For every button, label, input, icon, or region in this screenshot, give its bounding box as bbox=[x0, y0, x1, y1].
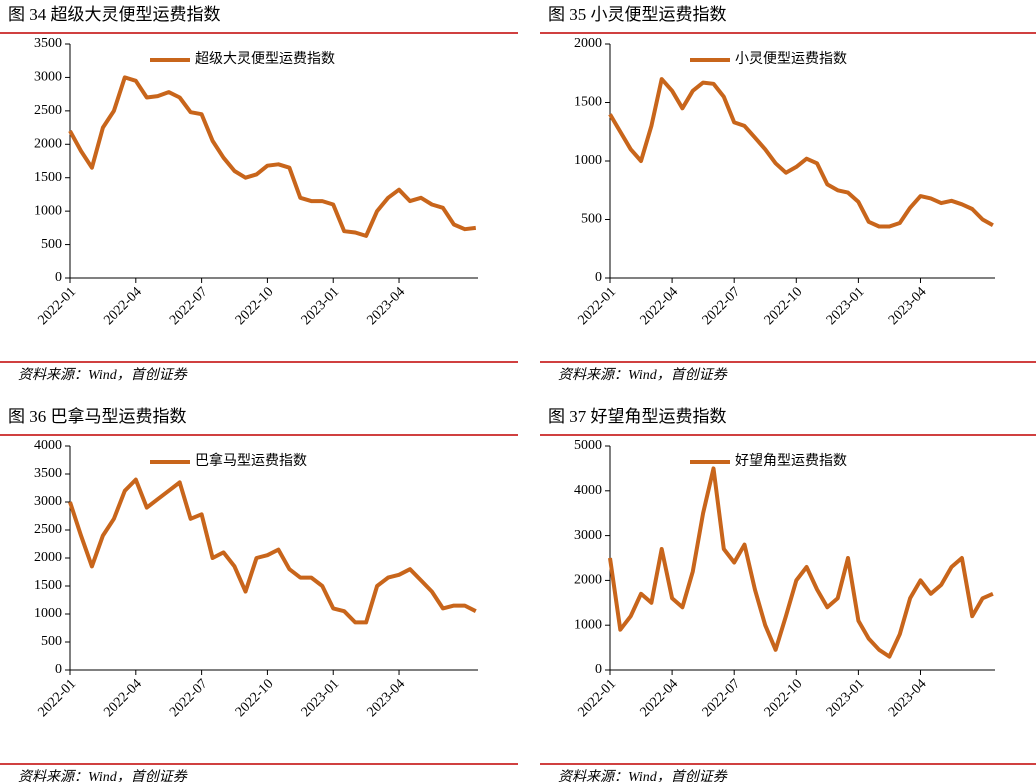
source-note: 资料来源：Wind，首创证券 bbox=[18, 769, 188, 782]
series-line bbox=[68, 75, 477, 238]
x-tick-label: 2022-10 bbox=[762, 676, 806, 720]
x-tick-label: 2022-01 bbox=[35, 284, 79, 328]
y-tick-label: 2500 bbox=[34, 103, 62, 118]
x-tick-label: 2022-10 bbox=[233, 676, 277, 720]
y-tick-label: 4000 bbox=[34, 438, 62, 453]
legend-label: 小灵便型运费指数 bbox=[735, 51, 847, 67]
x-tick-label: 2022-04 bbox=[101, 284, 145, 328]
y-tick-label: 2000 bbox=[574, 573, 602, 588]
y-tick-label: 1000 bbox=[574, 617, 602, 632]
y-tick-label: 0 bbox=[55, 662, 62, 677]
chart-title: 图 35 小灵便型运费指数 bbox=[548, 5, 727, 24]
y-tick-label: 2000 bbox=[34, 550, 62, 565]
x-tick-label: 2022-01 bbox=[575, 676, 619, 720]
x-tick-label: 2023-04 bbox=[886, 284, 930, 328]
x-tick-label: 2022-07 bbox=[167, 284, 211, 328]
y-tick-label: 1500 bbox=[34, 578, 62, 593]
y-tick-label: 3000 bbox=[34, 494, 62, 509]
series-line bbox=[68, 477, 477, 625]
x-tick-label: 2022-01 bbox=[575, 284, 619, 328]
series-line bbox=[608, 466, 994, 659]
y-tick-label: 2000 bbox=[34, 137, 62, 152]
y-tick-label: 2500 bbox=[34, 522, 62, 537]
x-tick-label: 2022-01 bbox=[35, 676, 79, 720]
series-line bbox=[608, 77, 994, 229]
x-tick-label: 2022-07 bbox=[167, 676, 211, 720]
x-tick-label: 2022-04 bbox=[638, 284, 682, 328]
y-tick-label: 3500 bbox=[34, 466, 62, 481]
x-tick-label: 2022-04 bbox=[638, 676, 682, 720]
y-tick-label: 0 bbox=[595, 662, 602, 677]
x-tick-label: 2023-01 bbox=[824, 284, 868, 328]
y-tick-label: 1000 bbox=[574, 153, 602, 168]
y-tick-label: 3500 bbox=[34, 36, 62, 51]
y-tick-label: 500 bbox=[581, 212, 602, 227]
y-tick-label: 2000 bbox=[574, 36, 602, 51]
y-tick-label: 1500 bbox=[574, 95, 602, 110]
x-tick-label: 2023-04 bbox=[365, 676, 409, 720]
y-tick-label: 4000 bbox=[574, 483, 602, 498]
source-note: 资料来源：Wind，首创证券 bbox=[558, 769, 728, 782]
y-tick-label: 0 bbox=[55, 270, 62, 285]
x-tick-label: 2023-04 bbox=[886, 676, 930, 720]
y-tick-label: 0 bbox=[595, 270, 602, 285]
source-note: 资料来源：Wind，首创证券 bbox=[18, 367, 188, 383]
source-note: 资料来源：Wind，首创证券 bbox=[558, 367, 728, 383]
y-tick-label: 3000 bbox=[34, 70, 62, 85]
chart-title: 图 34 超级大灵便型运费指数 bbox=[8, 5, 221, 24]
x-tick-label: 2022-04 bbox=[101, 676, 145, 720]
chart-title: 图 37 好望角型运费指数 bbox=[548, 407, 727, 426]
x-tick-label: 2022-10 bbox=[233, 284, 277, 328]
x-tick-label: 2022-10 bbox=[762, 284, 806, 328]
legend-label: 巴拿马型运费指数 bbox=[195, 452, 307, 469]
x-tick-label: 2023-01 bbox=[824, 676, 868, 720]
y-tick-label: 500 bbox=[41, 634, 62, 649]
x-tick-label: 2023-01 bbox=[299, 284, 343, 328]
x-tick-label: 2022-07 bbox=[700, 676, 744, 720]
x-tick-label: 2022-07 bbox=[700, 284, 744, 328]
chart-title: 图 36 巴拿马型运费指数 bbox=[8, 406, 187, 426]
y-tick-label: 5000 bbox=[574, 438, 602, 453]
y-tick-label: 3000 bbox=[574, 528, 602, 543]
x-tick-label: 2023-01 bbox=[299, 676, 343, 720]
x-tick-label: 2023-04 bbox=[365, 284, 409, 328]
legend-label: 超级大灵便型运费指数 bbox=[195, 51, 335, 67]
y-tick-label: 1500 bbox=[34, 170, 62, 185]
legend-label: 好望角型运费指数 bbox=[735, 453, 847, 469]
y-tick-label: 500 bbox=[41, 237, 62, 252]
y-tick-label: 1000 bbox=[34, 203, 62, 218]
y-tick-label: 1000 bbox=[34, 606, 62, 621]
